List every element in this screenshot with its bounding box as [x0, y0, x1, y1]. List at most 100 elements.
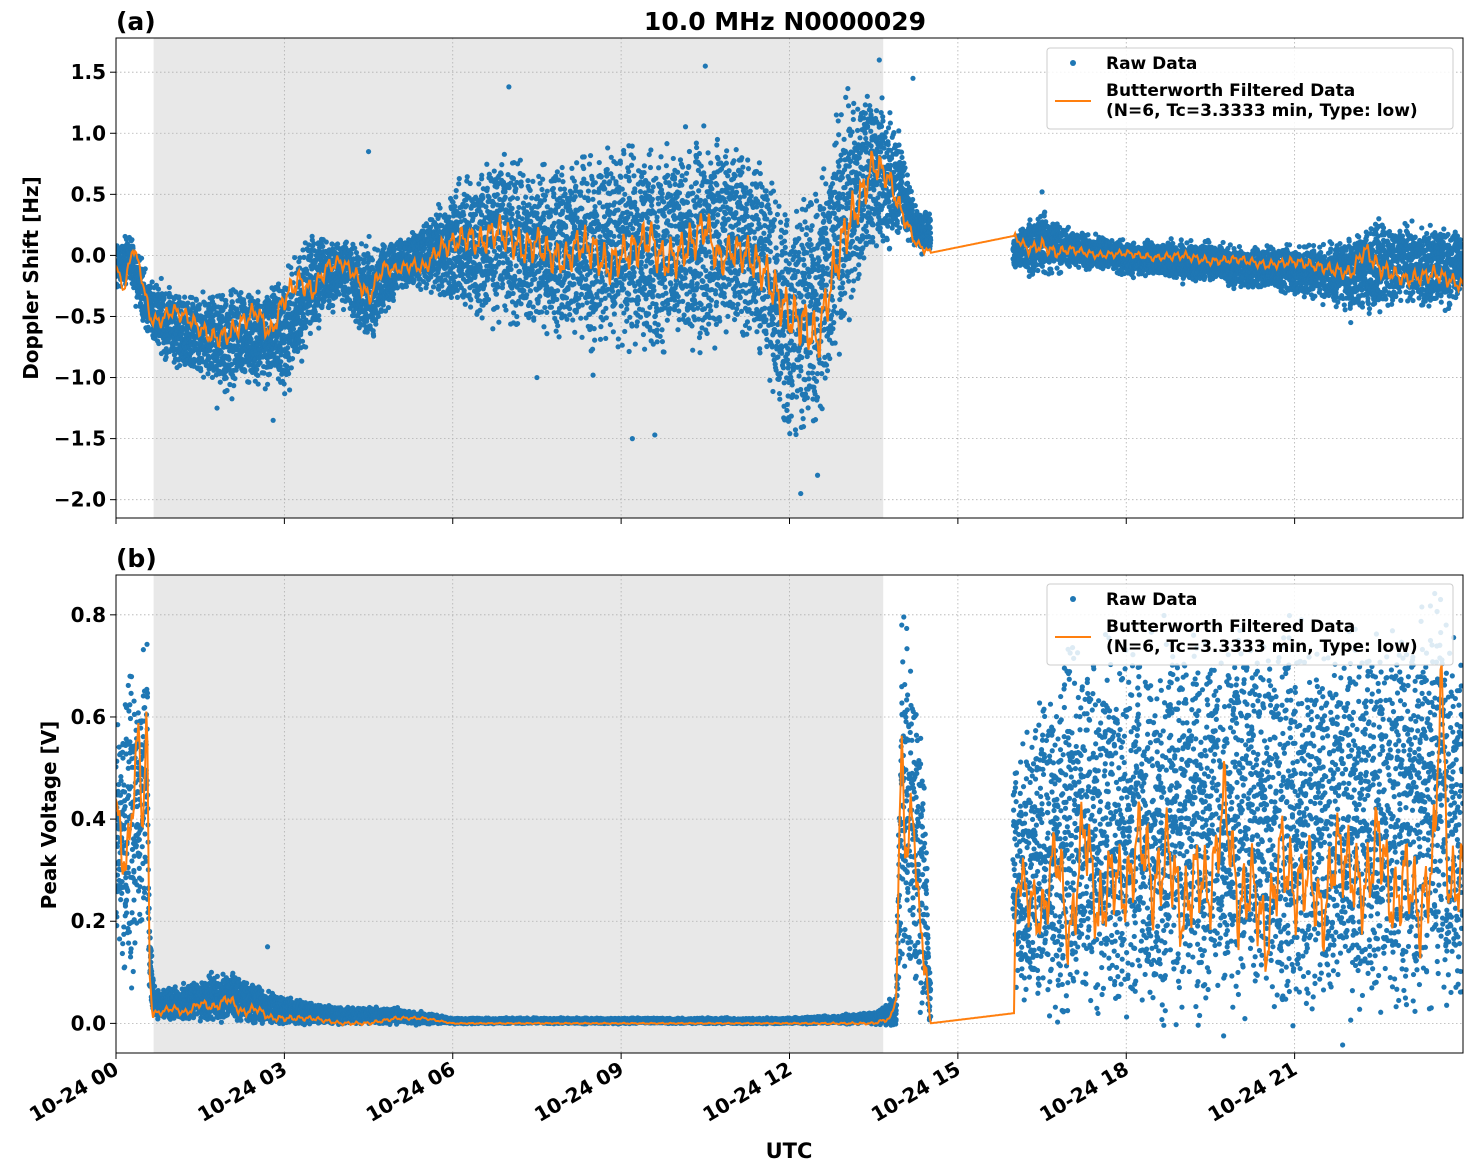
raw-data-point [307, 330, 313, 336]
raw-data-point [649, 202, 655, 209]
raw-data-point [266, 371, 273, 377]
raw-data-point [651, 287, 657, 293]
raw-data-point [485, 296, 492, 303]
raw-data-point [223, 375, 229, 381]
raw-data-point [611, 311, 617, 317]
raw-data-point [286, 306, 292, 312]
raw-data-point [523, 194, 529, 200]
raw-data-point [630, 265, 636, 271]
raw-data-point [166, 284, 172, 291]
raw-data-point [255, 372, 261, 379]
raw-data-point [193, 297, 199, 303]
raw-data-point [514, 195, 521, 202]
raw-data-point [665, 172, 671, 178]
raw-data-point [229, 299, 235, 305]
raw-data-point [561, 186, 568, 192]
raw-data-point [507, 262, 514, 268]
raw-data-point [330, 309, 336, 315]
raw-data-point [452, 273, 459, 280]
raw-data-point [242, 369, 248, 375]
raw-data-point [303, 344, 309, 350]
raw-data-point [670, 155, 676, 162]
raw-data-point [662, 284, 668, 290]
raw-data-point [211, 302, 217, 308]
raw-data-point [209, 374, 215, 381]
raw-data-point [275, 281, 282, 287]
raw-data-point [544, 188, 550, 194]
raw-data-point [514, 313, 520, 320]
raw-data-point [624, 306, 630, 312]
raw-data-point [664, 238, 670, 244]
raw-data-point [198, 368, 204, 374]
raw-data-point [590, 196, 596, 202]
raw-data-point [630, 226, 636, 232]
raw-data-point [527, 288, 534, 294]
raw-data-point [456, 176, 462, 182]
raw-data-point [484, 161, 490, 167]
raw-data-point [177, 362, 183, 369]
raw-data-point [149, 279, 155, 285]
raw-data-point [255, 297, 261, 304]
raw-data-point [663, 163, 669, 169]
raw-data-point [589, 346, 596, 352]
raw-data-point [621, 286, 627, 292]
raw-data-point [608, 154, 614, 160]
raw-data-point [515, 320, 521, 327]
raw-data-point [618, 303, 624, 309]
raw-data-point [667, 183, 673, 189]
raw-data-point [518, 301, 524, 307]
raw-data-point [659, 338, 665, 345]
raw-data-point [282, 391, 288, 397]
raw-data-point [563, 224, 569, 230]
raw-data-point [538, 265, 544, 271]
raw-data-point [632, 341, 638, 347]
raw-data-point [468, 297, 474, 303]
raw-data-point [626, 291, 632, 297]
raw-data-point [555, 323, 561, 329]
raw-data-point [196, 306, 202, 312]
raw-data-point [584, 300, 590, 306]
raw-data-point [464, 174, 470, 180]
raw-data-point [281, 381, 287, 387]
raw-data-point [501, 151, 507, 157]
raw-data-point [527, 187, 533, 193]
raw-data-point [638, 259, 644, 265]
raw-data-point [621, 150, 627, 157]
raw-data-point [137, 300, 144, 306]
raw-data-point [446, 214, 452, 220]
raw-data-point [430, 284, 437, 290]
raw-data-point [484, 185, 490, 191]
raw-data-point [634, 319, 640, 325]
raw-data-point [261, 370, 267, 376]
raw-data-point [618, 174, 624, 180]
raw-data-point [664, 229, 670, 236]
raw-data-point [664, 141, 670, 147]
raw-data-point [330, 302, 336, 309]
raw-data-point [650, 277, 656, 283]
raw-data-point [557, 272, 563, 279]
raw-data-point [562, 191, 568, 197]
raw-data-point [555, 288, 561, 294]
raw-data-point [286, 371, 292, 377]
raw-data-point [508, 266, 514, 273]
raw-data-point [541, 324, 547, 330]
raw-data-point [569, 165, 575, 171]
raw-data-point [496, 319, 502, 325]
raw-data-point [539, 309, 545, 315]
raw-data-point [500, 281, 506, 287]
raw-data-point [661, 213, 667, 219]
raw-data-point [632, 199, 638, 205]
raw-data-point [567, 312, 573, 318]
raw-data-point [539, 186, 545, 193]
raw-data-point [559, 164, 565, 171]
raw-data-point [602, 186, 608, 192]
raw-data-point [155, 286, 162, 292]
raw-data-point [641, 346, 648, 352]
raw-data-point [640, 331, 647, 338]
raw-data-point [631, 173, 637, 179]
raw-data-point [622, 328, 628, 335]
raw-data-point [592, 337, 598, 343]
raw-data-point [609, 288, 616, 294]
raw-data-point [622, 191, 628, 197]
raw-data-point [559, 172, 565, 178]
